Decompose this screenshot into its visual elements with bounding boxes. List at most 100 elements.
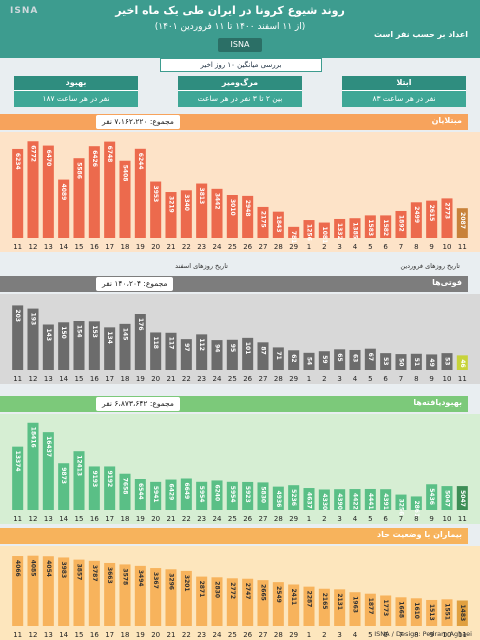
bar bbox=[272, 347, 284, 370]
tick-label: 19 bbox=[136, 375, 145, 383]
data-label: 1385 bbox=[352, 222, 359, 239]
data-label: 7658 bbox=[122, 478, 129, 495]
recovery-summary-title: بهبود bbox=[14, 76, 138, 90]
tick-label: 17 bbox=[105, 631, 114, 639]
bar bbox=[27, 555, 39, 626]
tick-label: 2 bbox=[322, 375, 326, 383]
infections-total: مجموع: ۷،۱۶۲،۲۲۰ نفر bbox=[96, 115, 180, 129]
bar bbox=[196, 481, 208, 510]
tick-label: 18 bbox=[121, 375, 130, 383]
tick-label: 27 bbox=[259, 375, 268, 383]
bar bbox=[42, 324, 54, 370]
tick-label: 29 bbox=[289, 243, 298, 251]
bar bbox=[318, 489, 330, 510]
tick-label: 7 bbox=[399, 515, 403, 523]
data-label: 4330 bbox=[321, 493, 328, 510]
tick-label: 23 bbox=[197, 515, 206, 523]
data-label: 2665 bbox=[260, 584, 267, 601]
bar bbox=[180, 190, 192, 238]
chart-background bbox=[0, 414, 480, 524]
data-label: 94 bbox=[214, 344, 221, 352]
tick-label: 4 bbox=[353, 375, 358, 383]
bar bbox=[12, 556, 24, 626]
bar bbox=[119, 473, 131, 510]
data-label: 4936 bbox=[275, 491, 282, 508]
tick-label: 20 bbox=[151, 515, 160, 523]
tick-label: 18 bbox=[121, 631, 130, 639]
infection-summary-title: ابتلا bbox=[342, 76, 466, 90]
data-label: 3983 bbox=[60, 561, 67, 578]
tick-label: 11 bbox=[13, 631, 22, 639]
tick-label: 27 bbox=[259, 243, 268, 251]
tick-label: 1 bbox=[307, 375, 311, 383]
bar bbox=[334, 589, 346, 626]
data-label: 153 bbox=[91, 325, 98, 338]
units-note: اعداد بر حسب نفر است bbox=[374, 30, 468, 39]
bar bbox=[88, 466, 100, 510]
tick-label: 25 bbox=[228, 243, 237, 251]
data-label: 154 bbox=[76, 325, 83, 338]
tick-label: 5 bbox=[368, 375, 372, 383]
data-label: 6240 bbox=[214, 484, 221, 501]
esfand-caption: تاریخ روزهای اسفند bbox=[175, 262, 228, 270]
data-label: 71 bbox=[275, 351, 282, 359]
tick-label: 23 bbox=[197, 243, 206, 251]
deaths-chart: 2031119312143131501415415153161341714518… bbox=[0, 294, 480, 384]
tick-label: 14 bbox=[59, 515, 68, 523]
bar bbox=[426, 200, 438, 238]
bar bbox=[441, 486, 453, 510]
tick-label: 12 bbox=[29, 375, 38, 383]
tick-label: 16 bbox=[90, 375, 99, 383]
bar bbox=[288, 350, 300, 370]
bar bbox=[119, 160, 131, 238]
tick-label: 11 bbox=[13, 375, 22, 383]
tick-label: 15 bbox=[75, 515, 84, 523]
bar bbox=[88, 146, 100, 238]
data-label: 2948 bbox=[244, 200, 251, 217]
bar bbox=[456, 600, 468, 626]
tick-label: 8 bbox=[414, 243, 418, 251]
tick-label: 22 bbox=[182, 631, 191, 639]
bar bbox=[180, 478, 192, 510]
data-label: 6748 bbox=[106, 146, 113, 163]
data-label: 1963 bbox=[352, 596, 359, 613]
bar bbox=[88, 321, 100, 370]
data-label: 9192 bbox=[106, 470, 113, 487]
tick-label: 22 bbox=[182, 515, 191, 523]
data-label: 1513 bbox=[428, 604, 435, 621]
data-label: 5923 bbox=[244, 486, 251, 503]
bar bbox=[134, 148, 146, 238]
tick-label: 9 bbox=[429, 375, 433, 383]
design-credit: ISNA / Design: Pedram Aghaei bbox=[374, 630, 472, 638]
data-label: 97 bbox=[183, 343, 190, 351]
bar bbox=[349, 349, 361, 370]
infection-summary-box: ابتلا ۸۳ نفر در هر ساعت bbox=[342, 76, 466, 107]
tick-label: 16 bbox=[90, 515, 99, 523]
data-label: 4391 bbox=[382, 493, 389, 510]
recovery-summary-box: بهبود ۱۸۷ نفر در هر ساعت bbox=[14, 76, 138, 107]
bar bbox=[134, 479, 146, 510]
tick-label: 26 bbox=[243, 243, 252, 251]
tick-label: 14 bbox=[59, 375, 68, 383]
bar bbox=[380, 489, 392, 510]
data-label: 49 bbox=[428, 358, 435, 366]
data-label: 2861 bbox=[413, 500, 420, 517]
bar bbox=[42, 432, 54, 510]
bar bbox=[288, 584, 300, 626]
bar bbox=[226, 195, 238, 238]
data-label: 1892 bbox=[398, 215, 405, 232]
bar bbox=[303, 352, 315, 370]
tick-label: 26 bbox=[243, 375, 252, 383]
bar bbox=[456, 486, 468, 510]
recoveries-header: بهبودیافته‌ها مجموع: ۶،۸۷۳،۶۴۲ نفر bbox=[0, 396, 468, 412]
bar bbox=[380, 215, 392, 238]
bar bbox=[242, 337, 254, 370]
tick-label: 12 bbox=[29, 515, 38, 523]
death-summary-box: مرگ‌ومیر بین ۲ تا ۳ نفر در هر ساعت bbox=[178, 76, 302, 107]
data-label: 3201 bbox=[183, 575, 190, 592]
tick-label: 3 bbox=[337, 515, 341, 523]
recoveries-total: مجموع: ۶،۸۷۳،۶۴۲ نفر bbox=[96, 397, 180, 411]
tick-label: 18 bbox=[121, 515, 130, 523]
data-label: 117 bbox=[168, 337, 175, 350]
